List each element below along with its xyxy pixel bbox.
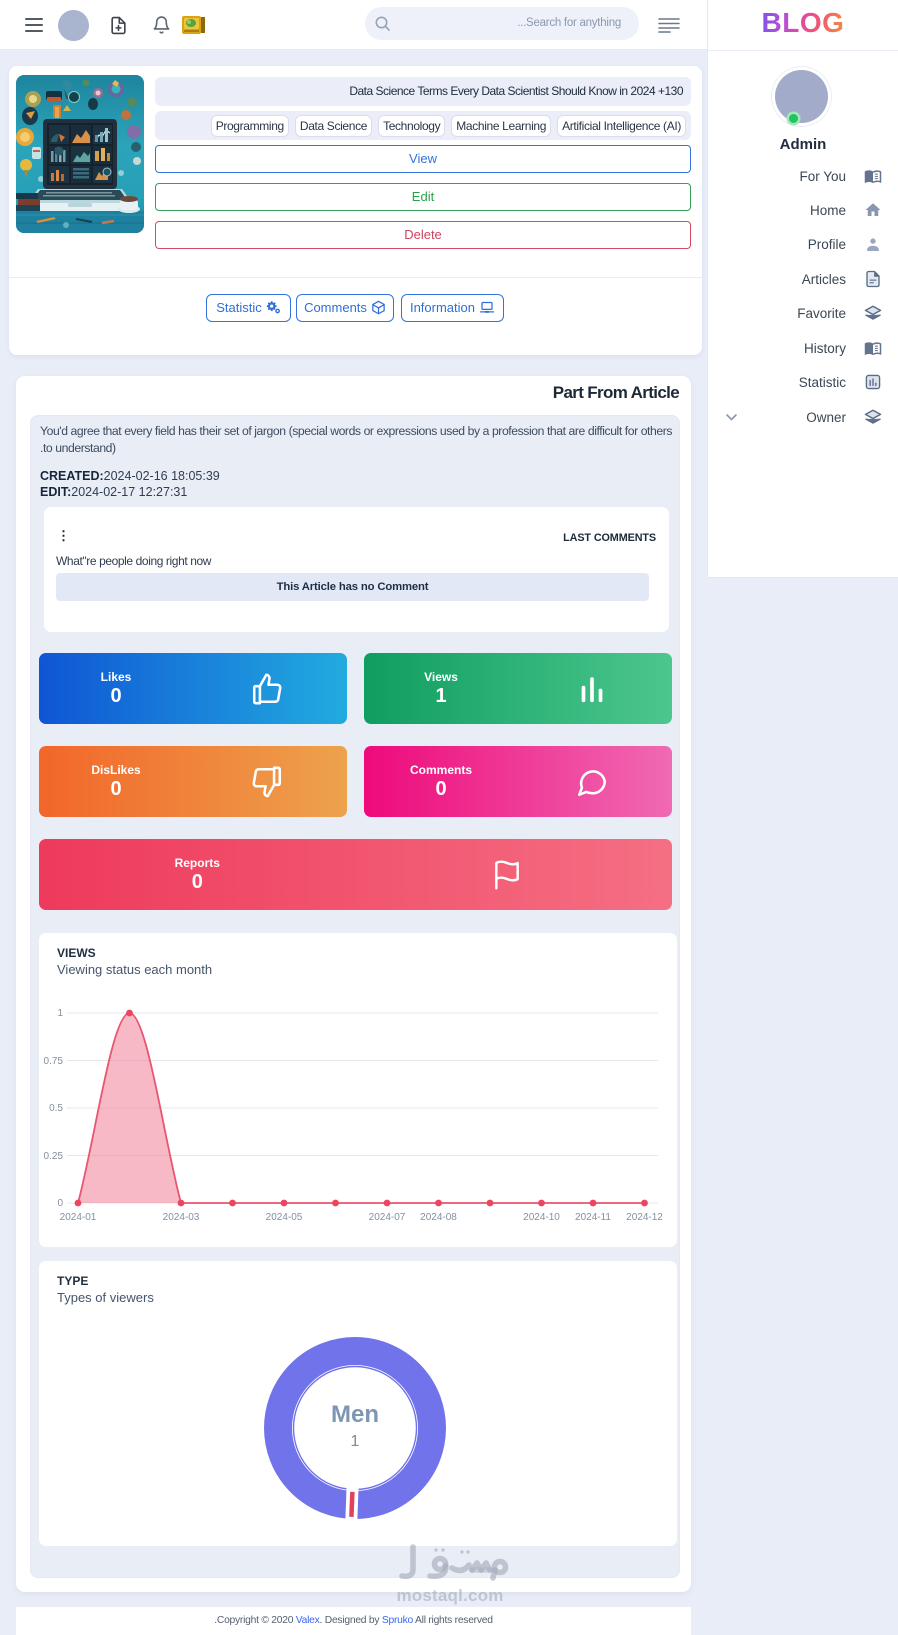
svg-text:2024-08: 2024-08 [420,1212,457,1223]
svg-text:1: 1 [351,1433,360,1450]
svg-text:0.75: 0.75 [44,1056,64,1067]
svg-text:1: 1 [57,1008,63,1019]
svg-text:2024-01: 2024-01 [60,1212,97,1223]
svg-text:0.5: 0.5 [49,1103,63,1114]
svg-text:2024-07: 2024-07 [369,1212,406,1223]
svg-text:2024-12: 2024-12 [626,1212,663,1223]
svg-text:0: 0 [57,1198,63,1209]
svg-text:2024-03: 2024-03 [163,1212,200,1223]
svg-text:Men: Men [331,1401,379,1428]
svg-text:2024-05: 2024-05 [266,1212,303,1223]
svg-text:2024-11: 2024-11 [575,1212,611,1223]
svg-text:0.25: 0.25 [44,1151,64,1162]
svg-text:2024-10: 2024-10 [523,1212,560,1223]
